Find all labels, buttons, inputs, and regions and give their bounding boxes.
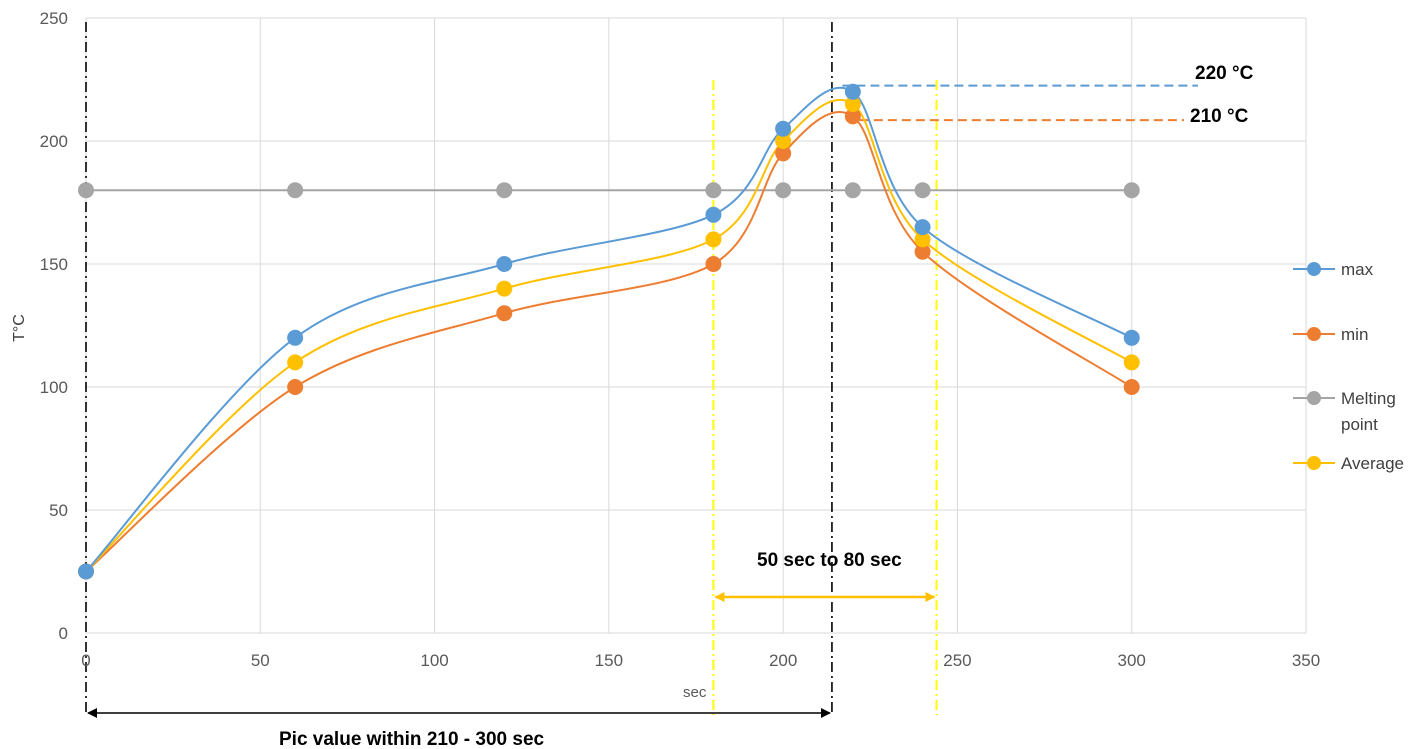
data-point-melting-point bbox=[775, 182, 792, 199]
data-point-max bbox=[78, 563, 94, 580]
data-point-average bbox=[705, 231, 722, 248]
data-point-melting-point bbox=[914, 182, 931, 199]
data-point-average bbox=[1123, 354, 1140, 371]
data-point-melting-point bbox=[78, 182, 94, 199]
data-point-max bbox=[1123, 329, 1140, 346]
x-tick-label: 0 bbox=[81, 651, 90, 670]
y-tick-label: 0 bbox=[59, 624, 68, 643]
legend-label: Average bbox=[1341, 454, 1404, 473]
data-point-max bbox=[914, 219, 931, 236]
x-axis-title: sec bbox=[683, 684, 707, 701]
data-point-melting-point bbox=[844, 182, 861, 199]
tick-labels-layer: 0 50 100 150 200 250 0 50 100 150 200 250 300 350 bbox=[40, 9, 1321, 670]
x-tick-label: 100 bbox=[420, 651, 448, 670]
data-point-melting-point bbox=[287, 182, 304, 199]
legend-marker bbox=[1307, 456, 1321, 470]
window-duration-label: 50 sec to 80 sec bbox=[757, 550, 902, 571]
data-point-max bbox=[844, 83, 861, 100]
reference-lines-layer bbox=[85, 22, 1198, 718]
data-point-max bbox=[775, 120, 792, 137]
data-point-min bbox=[705, 256, 722, 272]
y-tick-label: 200 bbox=[40, 132, 68, 151]
legend-label: Melting bbox=[1341, 389, 1396, 408]
data-point-average bbox=[775, 133, 792, 149]
legend-marker bbox=[1307, 327, 1321, 341]
x-tick-label: 350 bbox=[1292, 651, 1320, 670]
data-point-average bbox=[496, 280, 513, 297]
grid-layer bbox=[85, 17, 1307, 634]
data-point-melting-point bbox=[705, 182, 722, 199]
legend-marker bbox=[1307, 262, 1321, 276]
data-point-melting-point bbox=[1123, 182, 1140, 199]
legend: max min Melting point Average bbox=[1293, 260, 1404, 473]
data-point-average bbox=[844, 96, 861, 113]
x-tick-label: 150 bbox=[595, 651, 623, 670]
data-point-min bbox=[287, 379, 304, 395]
data-point-min bbox=[775, 145, 792, 162]
data-point-max bbox=[496, 256, 513, 272]
x-tick-label: 300 bbox=[1118, 651, 1146, 670]
data-point-max bbox=[287, 329, 304, 346]
legend-marker bbox=[1307, 391, 1321, 405]
data-point-min bbox=[914, 243, 931, 260]
y-tick-label: 100 bbox=[40, 378, 68, 397]
annotations-layer: T°C sec 220 °C 210 °C 50 sec to 80 sec P… bbox=[11, 63, 1254, 749]
data-point-min bbox=[1123, 379, 1140, 395]
data-point-average bbox=[914, 231, 931, 248]
max-temperature-label: 220 °C bbox=[1195, 63, 1254, 84]
y-axis-title: T°C bbox=[11, 314, 28, 342]
data-point-min bbox=[844, 108, 861, 125]
peak-window-label: Pic value within 210 - 300 sec bbox=[279, 729, 545, 749]
x-tick-label: 200 bbox=[769, 651, 797, 670]
data-point-max bbox=[705, 206, 722, 223]
x-tick-label: 50 bbox=[251, 651, 270, 670]
legend-label: max bbox=[1341, 260, 1374, 279]
data-point-min bbox=[496, 305, 513, 322]
legend-label: point bbox=[1341, 415, 1378, 434]
data-point-average bbox=[287, 354, 304, 371]
x-tick-label: 250 bbox=[943, 651, 971, 670]
data-point-melting-point bbox=[496, 182, 513, 199]
series-layer bbox=[78, 83, 1140, 580]
y-tick-label: 150 bbox=[40, 255, 68, 274]
min-temperature-label: 210 °C bbox=[1190, 106, 1249, 127]
legend-label: min bbox=[1341, 325, 1368, 344]
y-tick-label: 250 bbox=[40, 9, 68, 28]
y-tick-label: 50 bbox=[49, 501, 68, 520]
